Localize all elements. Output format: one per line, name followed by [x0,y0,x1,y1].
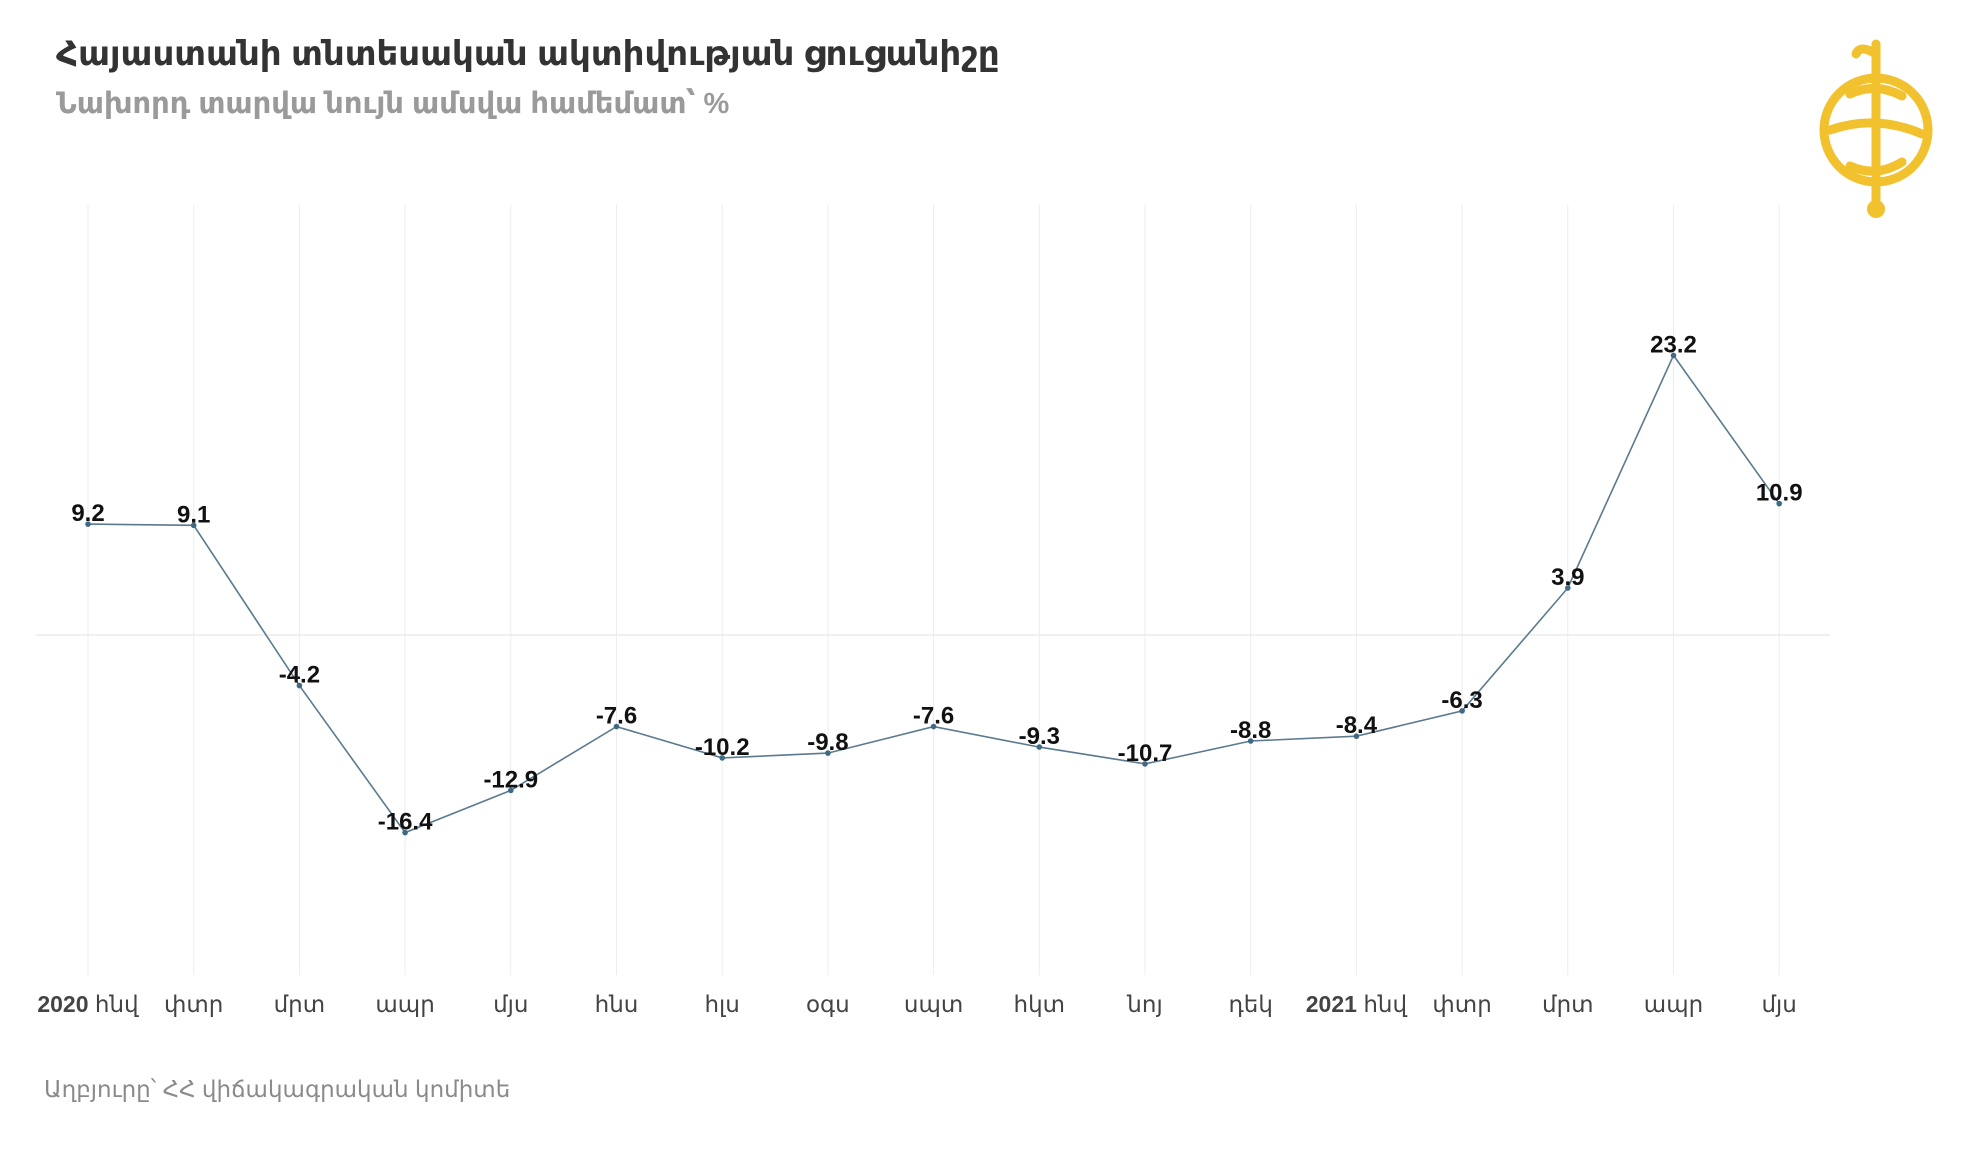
x-tick-label: հնս [595,991,639,1017]
source-note: Աղբյուրը՝ ՀՀ վիճակագրական կոմիտե [44,1076,511,1102]
data-label: -8.4 [1336,712,1378,739]
x-tick-label: 2021 հնվ [1306,991,1408,1017]
x-tick-label: մրտ [274,991,326,1017]
data-label: -16.4 [378,809,433,836]
points-layer [85,352,1782,836]
data-label: -10.2 [695,734,750,761]
data-point [1036,744,1043,750]
data-point [613,723,620,730]
data-label: 10.9 [1756,480,1803,507]
data-label: -6.3 [1441,687,1482,714]
data-label: 23.2 [1650,331,1697,358]
data-point [825,750,831,756]
data-label: 9.2 [71,500,104,527]
x-tick-label: նոյ [1126,991,1162,1017]
x-tick-label: փտր [1432,991,1491,1017]
data-label: -10.7 [1118,740,1173,767]
data-label: -7.6 [913,703,954,730]
data-label: -4.2 [279,662,320,689]
data-label: -9.8 [807,729,848,756]
data-point [719,755,725,761]
data-point [1353,733,1360,740]
data-point [1776,500,1782,507]
grid [36,205,1830,975]
chart-subtitle: Նախորդ տարվա նույն ամսվա համեմատ՝ % [56,88,730,120]
data-point [190,522,197,529]
x-tick-label: ապր [375,991,434,1017]
data-point [1247,738,1254,744]
data-point [85,521,91,527]
x-tick-label: 2020 հնվ [37,991,139,1017]
data-label: -8.8 [1230,717,1271,744]
data-label: 3.9 [1551,564,1584,591]
data-point [296,682,303,689]
x-tick-label: հլս [704,991,739,1017]
chart-title: Հայաստանի տնտեսական ակտիվության ցուցանիշ… [56,35,1000,73]
x-tick-label: մյս [493,991,528,1017]
data-labels-layer: 9.2 9.1 -4.2 -16.4 -12.9 -7.6 -10.2 -9.8 -7.6 -9.… [71,331,1802,835]
data-label: -7.6 [596,703,637,730]
data-label: 9.1 [177,501,210,528]
data-point [1565,585,1571,591]
x-tick-label: փտր [164,991,223,1017]
x-tick-label: հկտ [1014,991,1066,1017]
x-tick-label: օգս [806,991,850,1017]
data-label: -9.3 [1019,723,1060,750]
data-point [1459,708,1465,714]
data-point [508,787,514,794]
x-tick-label: սպտ [904,991,963,1017]
data-point [402,829,408,836]
x-tick-label: ապր [1644,991,1703,1017]
x-tick-label: մյս [1761,991,1796,1017]
data-label: -12.9 [483,766,538,793]
data-point [930,723,937,730]
data-point [1670,352,1677,359]
data-point [1142,761,1148,767]
x-tick-label: մրտ [1542,991,1594,1017]
x-tick-label: դեկ [1228,991,1272,1017]
globe-logo-icon [1819,39,1933,218]
x-axis-ticks: 2020 հնվ փտր մրտ ապր մյս հնս հլս օգս սպտ հկտ նոյ դե… [37,991,1797,1017]
